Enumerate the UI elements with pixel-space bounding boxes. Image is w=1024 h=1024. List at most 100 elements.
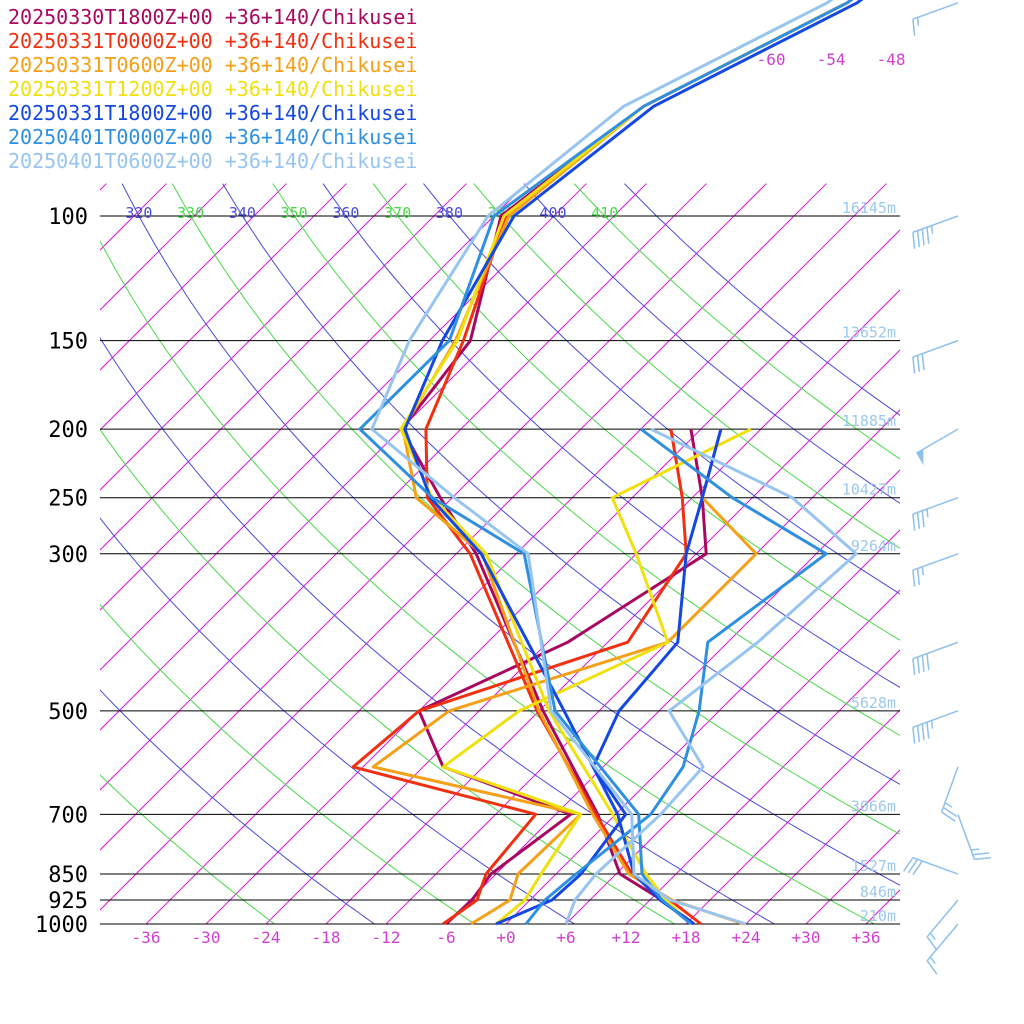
dewpoint-line xyxy=(495,428,723,926)
dewpoint-line xyxy=(524,427,828,925)
isotherm-line xyxy=(685,709,900,924)
height-label: 3066m xyxy=(851,797,896,815)
theta-label: 380 xyxy=(436,204,463,222)
pressure-tick-label: 300 xyxy=(48,543,88,568)
wind-barb-full xyxy=(921,655,925,672)
wind-barb-shaft xyxy=(912,215,959,234)
dry-adiabat-line xyxy=(573,183,900,460)
temperature-line xyxy=(403,0,864,926)
wind-barb xyxy=(912,2,959,36)
isotherm-line xyxy=(100,183,467,551)
wind-barb-full xyxy=(916,355,921,372)
sounding-series-group xyxy=(358,0,854,926)
wind-barb-full xyxy=(942,806,958,818)
wind-barb-shaft xyxy=(940,766,959,813)
wind-barb-full xyxy=(921,228,925,246)
theta-label: 350 xyxy=(281,204,308,222)
wind-barb-full xyxy=(916,725,921,743)
wind-barb-full xyxy=(921,723,925,741)
wind-barb-shaft xyxy=(912,2,959,20)
temperature-tick-label: -12 xyxy=(372,928,401,947)
temperature-tick-label: +36 xyxy=(852,928,881,947)
temperature-tick-label: +6 xyxy=(556,928,575,947)
theta-label: 400 xyxy=(539,204,566,222)
height-label: 846m xyxy=(860,883,896,901)
pressure-tick-label: 500 xyxy=(48,700,88,725)
wind-barbs xyxy=(903,2,991,975)
wind-barb-shaft xyxy=(912,856,959,875)
dry-adiabat-line xyxy=(100,603,476,924)
wind-barb-shaft xyxy=(912,497,959,515)
wind-barb-half xyxy=(970,848,980,851)
theta-label: 320 xyxy=(125,204,152,222)
wind-barb-full xyxy=(921,510,925,528)
legend-entry: 20250401T0600Z+00 +36+140/Chikusei xyxy=(8,149,418,173)
wind-barb-shaft xyxy=(926,923,959,962)
theta-label: 370 xyxy=(384,204,411,222)
wind-barb-half xyxy=(930,720,934,729)
wind-barb xyxy=(912,215,959,249)
theta-labels: 320 330 340 350 360 370 380 390 400 410 xyxy=(125,204,618,222)
height-label: 210m xyxy=(860,907,896,925)
pressure-tick-label: 150 xyxy=(48,330,88,355)
temperature-tick-label: +18 xyxy=(672,928,701,947)
wind-barb-full xyxy=(926,960,938,975)
temperature-tick-label: +24 xyxy=(732,928,761,947)
wind-barb-half xyxy=(930,225,934,234)
upper-temperature-label: -60 xyxy=(757,50,786,69)
isotherm-line xyxy=(565,589,900,924)
wind-barb-full xyxy=(916,656,921,674)
wind-barb-half xyxy=(944,802,953,808)
height-label: 10427m xyxy=(842,481,896,499)
legend-entry: 20250331T0000Z+00 +36+140/Chikusei xyxy=(8,29,418,53)
wind-barb-full xyxy=(912,570,916,587)
height-label: 9264m xyxy=(851,537,896,555)
isotherm-line xyxy=(100,183,347,431)
wind-barb-full xyxy=(926,722,930,739)
wind-barb-full xyxy=(912,19,916,36)
sounding-series-group xyxy=(370,0,858,926)
wind-barb-full xyxy=(941,811,956,822)
legend-entry: 20250331T0600Z+00 +36+140/Chikusei xyxy=(8,53,418,77)
wind-barb-half xyxy=(929,932,936,941)
temperature-tick-label: +0 xyxy=(496,928,515,947)
wind-barb-half xyxy=(926,508,929,518)
temperature-tick-label: +12 xyxy=(612,928,641,947)
wind-barb xyxy=(940,766,959,822)
isotherm-line xyxy=(625,649,900,924)
dry-adiabat-line xyxy=(100,517,576,924)
sounding-series xyxy=(351,0,864,926)
height-label: 16145m xyxy=(842,199,896,217)
pressure-tick-label: 850 xyxy=(48,863,88,888)
sounding-series-group xyxy=(371,0,854,926)
isotherm-line xyxy=(100,183,407,491)
dry-adiabat-line xyxy=(100,689,376,924)
dewpoint-line xyxy=(564,427,858,925)
dry-adiabat-line xyxy=(222,183,900,785)
height-label: 11885m xyxy=(842,412,896,430)
legend-entry: 20250331T1200Z+00 +36+140/Chikusei xyxy=(8,77,418,101)
pressure-tick-label: 700 xyxy=(48,803,88,828)
theta-label: 330 xyxy=(177,204,204,222)
wind-barb-full xyxy=(926,653,930,671)
upper-temperature-label: -54 xyxy=(817,50,846,69)
temperature-tick-labels: -36 -30 -24 -18 -12 -6 +0 +6 +12 +18 +24 +30 +36 xyxy=(132,928,881,947)
wind-barb-full xyxy=(912,356,916,374)
dry-adiabat-line xyxy=(100,774,276,924)
legend-entry: 20250330T1800Z+00 +36+140/Chikusei xyxy=(8,5,418,29)
wind-barb-full xyxy=(912,727,916,744)
legend-entry: 20250331T1800Z+00 +36+140/Chikusei xyxy=(8,101,418,125)
temperature-line xyxy=(370,0,834,926)
wind-barb-full xyxy=(916,512,921,529)
wind-barb-flag xyxy=(916,449,924,466)
temperature-line xyxy=(424,0,854,926)
wind-barb xyxy=(912,339,959,374)
wind-barb xyxy=(912,710,959,744)
wind-barb-full xyxy=(921,353,925,371)
wind-barb xyxy=(957,814,991,861)
wind-barb xyxy=(916,428,959,466)
wind-barb-shaft xyxy=(916,428,959,454)
potential-temperature-lines xyxy=(100,183,900,924)
wind-barb-shaft xyxy=(957,814,976,860)
